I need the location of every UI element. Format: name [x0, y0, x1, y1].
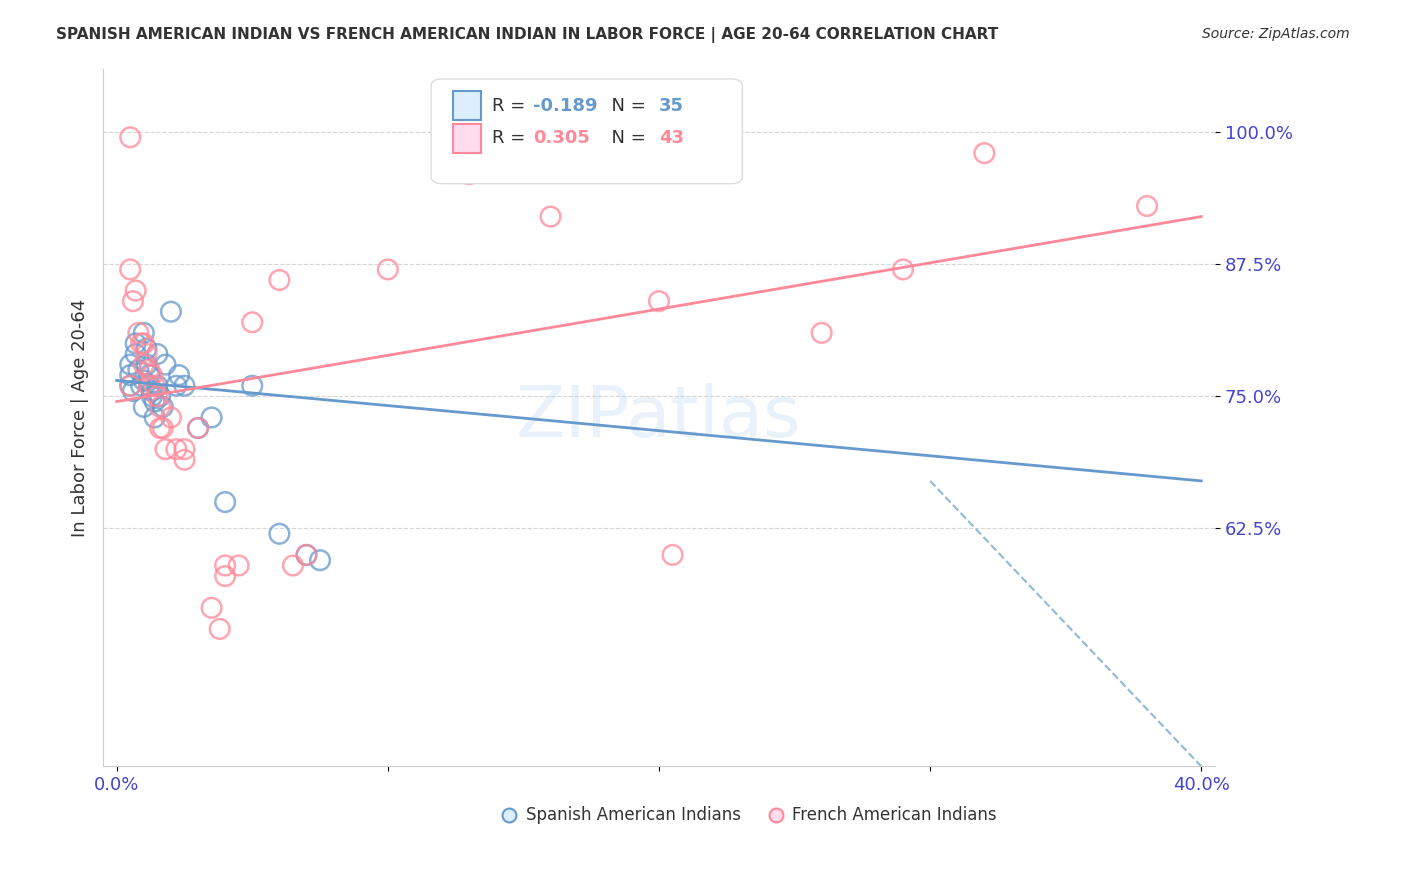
Point — [129, 378, 152, 392]
Point — [810, 326, 832, 340]
Point — [167, 368, 190, 383]
Point — [281, 558, 304, 573]
Point — [120, 262, 142, 277]
Text: R =: R = — [492, 129, 531, 147]
Point — [146, 389, 169, 403]
Point — [141, 389, 163, 403]
Point — [129, 336, 152, 351]
Point — [214, 569, 236, 583]
Point — [120, 368, 142, 383]
Point — [132, 326, 155, 340]
Point — [173, 378, 195, 392]
Point — [309, 553, 332, 567]
Point — [127, 326, 149, 340]
Point — [512, 146, 534, 161]
Text: Spanish American Indians: Spanish American Indians — [526, 806, 741, 824]
Point — [135, 347, 157, 361]
Text: SPANISH AMERICAN INDIAN VS FRENCH AMERICAN INDIAN IN LABOR FORCE | AGE 20-64 COR: SPANISH AMERICAN INDIAN VS FRENCH AMERIC… — [56, 27, 998, 43]
Point — [124, 336, 146, 351]
Point — [120, 378, 142, 392]
Point — [155, 358, 177, 372]
FancyBboxPatch shape — [453, 124, 481, 153]
Point — [269, 526, 291, 541]
Text: 35: 35 — [659, 96, 683, 114]
Y-axis label: In Labor Force | Age 20-64: In Labor Force | Age 20-64 — [72, 298, 89, 537]
Point — [295, 548, 318, 562]
Point — [138, 378, 160, 392]
Point — [146, 347, 169, 361]
Point — [540, 210, 562, 224]
Text: N =: N = — [600, 129, 651, 147]
Point — [155, 442, 177, 457]
Point — [165, 378, 187, 392]
Point — [132, 358, 155, 372]
FancyBboxPatch shape — [432, 79, 742, 184]
Point — [138, 368, 160, 383]
Point — [214, 558, 236, 573]
Point — [149, 400, 172, 414]
Point — [152, 400, 174, 414]
Text: N =: N = — [600, 96, 651, 114]
Point — [149, 389, 172, 403]
Point — [138, 363, 160, 377]
Point — [138, 378, 160, 392]
Text: 0.305: 0.305 — [533, 129, 591, 147]
Point — [124, 284, 146, 298]
Point — [891, 262, 914, 277]
Point — [200, 410, 222, 425]
Point — [240, 315, 263, 329]
Point — [120, 358, 142, 372]
Point — [135, 342, 157, 356]
Point — [187, 421, 209, 435]
Point — [160, 410, 183, 425]
Point — [132, 400, 155, 414]
Point — [124, 347, 146, 361]
Text: Source: ZipAtlas.com: Source: ZipAtlas.com — [1202, 27, 1350, 41]
Point — [269, 273, 291, 287]
Point — [120, 378, 142, 392]
Point — [228, 558, 250, 573]
Text: 43: 43 — [659, 129, 683, 147]
Point — [143, 378, 166, 392]
Point — [187, 421, 209, 435]
Point — [165, 442, 187, 457]
Point — [648, 294, 671, 309]
FancyBboxPatch shape — [453, 91, 481, 120]
Point — [214, 495, 236, 509]
Point — [160, 304, 183, 318]
Point — [458, 167, 481, 181]
Point — [143, 410, 166, 425]
Point — [127, 363, 149, 377]
Point — [973, 146, 995, 161]
Text: -0.189: -0.189 — [533, 96, 598, 114]
Point — [141, 384, 163, 398]
Point — [295, 548, 318, 562]
Point — [141, 368, 163, 383]
Point — [173, 442, 195, 457]
Point — [120, 130, 142, 145]
Point — [173, 452, 195, 467]
Point — [146, 378, 169, 392]
Point — [152, 421, 174, 435]
Text: R =: R = — [492, 96, 531, 114]
Point — [377, 262, 399, 277]
Point — [143, 394, 166, 409]
Point — [1136, 199, 1159, 213]
Point — [208, 622, 231, 636]
Point — [122, 384, 145, 398]
Point — [661, 548, 683, 562]
Point — [149, 421, 172, 435]
Point — [240, 378, 263, 392]
Point — [122, 294, 145, 309]
Point — [135, 358, 157, 372]
Text: ZIPatlas: ZIPatlas — [516, 383, 801, 452]
Text: French American Indians: French American Indians — [793, 806, 997, 824]
Point — [132, 374, 155, 388]
Point — [132, 336, 155, 351]
Point — [200, 600, 222, 615]
